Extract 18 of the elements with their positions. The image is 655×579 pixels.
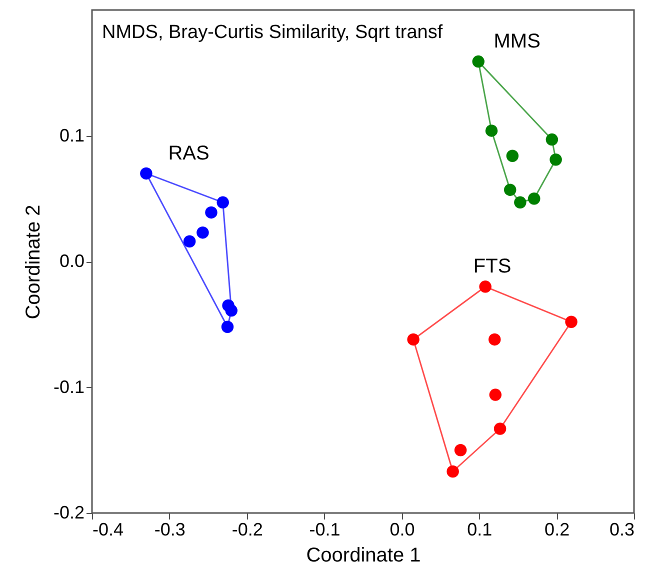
x-tick-label: 0.2 <box>544 520 570 540</box>
series-label: MMS <box>494 30 540 53</box>
x-tick-label: 0.0 <box>390 520 415 540</box>
x-tick-label: -0.4 <box>92 520 124 540</box>
x-tick-label: -0.1 <box>309 520 340 540</box>
x-tick-label: -0.2 <box>232 520 263 540</box>
y-tick-label: 0.1 <box>59 125 84 146</box>
x-tick-label: -0.3 <box>154 520 186 540</box>
y-tick-label: -0.1 <box>53 376 84 397</box>
y-tick-label: 0.0 <box>59 251 84 271</box>
y-axis-title: Coordinate 2 <box>22 204 44 320</box>
y-tick-label: -0.2 <box>53 502 84 522</box>
series-label: FTS <box>473 256 512 278</box>
x-axis-title: Coordinate 1 <box>306 544 421 566</box>
series-label: RAS <box>168 142 210 164</box>
x-tick-label: 0.3 <box>609 520 634 540</box>
x-tick-label: 0.1 <box>467 520 492 540</box>
text: NMDS, Bray-Curtis Similarity, Sqrt transf <box>102 22 444 43</box>
